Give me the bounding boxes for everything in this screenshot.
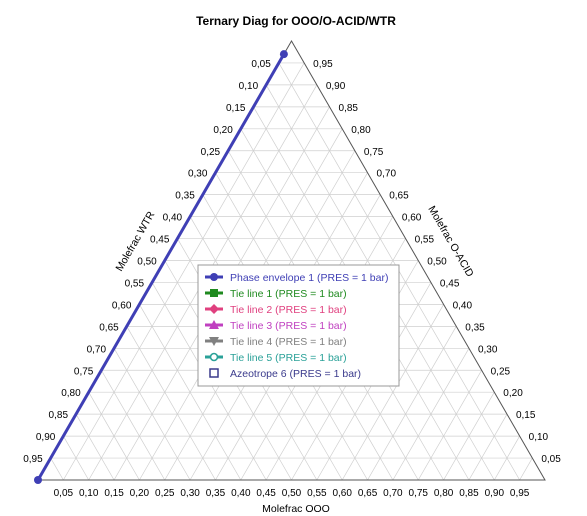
grid-line-wtr bbox=[101, 370, 166, 481]
grid-line-wtr bbox=[126, 326, 216, 481]
grid-line-ooo bbox=[367, 326, 457, 481]
legend-entry: Tie line 2 (PRES = 1 bar) bbox=[230, 304, 347, 316]
right-tick-label: 0,65 bbox=[389, 191, 409, 202]
bottom-tick-label: 0,35 bbox=[206, 488, 226, 499]
right-tick-label: 0,15 bbox=[516, 410, 536, 421]
legend-marker bbox=[210, 273, 218, 281]
chart-title: Ternary Diag for OOO/O-ACID/WTR bbox=[196, 14, 396, 28]
left-tick-label: 0,65 bbox=[99, 322, 119, 333]
right-tick-label: 0,45 bbox=[440, 278, 460, 289]
left-tick-label: 0,20 bbox=[213, 125, 233, 136]
left-tick-label: 0,95 bbox=[23, 454, 43, 465]
grid-line-wtr bbox=[63, 435, 90, 481]
right-tick-label: 0,25 bbox=[491, 366, 511, 377]
right-tick-label: 0,80 bbox=[351, 125, 371, 136]
grid-line-wtr bbox=[50, 457, 64, 481]
left-tick-label: 0,75 bbox=[74, 366, 94, 377]
bottom-tick-label: 0,60 bbox=[332, 488, 352, 499]
bottom-tick-label: 0,30 bbox=[180, 488, 200, 499]
bottom-tick-label: 0,25 bbox=[155, 488, 175, 499]
bottom-tick-label: 0,95 bbox=[510, 488, 530, 499]
legend-box bbox=[197, 264, 400, 387]
bottom-tick-label: 0,55 bbox=[307, 488, 327, 499]
left-tick-label: 0,10 bbox=[239, 81, 259, 92]
left-tick-label: 0,90 bbox=[36, 432, 56, 443]
left-tick-label: 0,40 bbox=[163, 213, 183, 224]
legend-entry: Azeotrope 6 (PRES = 1 bar) bbox=[230, 368, 361, 380]
right-tick-label: 0,75 bbox=[364, 147, 384, 158]
legend-marker bbox=[209, 368, 219, 378]
right-tick-label: 0,95 bbox=[313, 59, 333, 70]
bottom-tick-label: 0,45 bbox=[256, 488, 276, 499]
left-tick-label: 0,30 bbox=[188, 169, 208, 180]
bottom-tick-label: 0,65 bbox=[358, 488, 378, 499]
left-tick-label: 0,05 bbox=[251, 59, 271, 70]
series-point bbox=[279, 50, 288, 59]
right-tick-label: 0,85 bbox=[339, 103, 359, 114]
series-line bbox=[36, 53, 286, 481]
legend-marker bbox=[209, 352, 219, 362]
right-tick-label: 0,90 bbox=[326, 81, 346, 92]
left-tick-label: 0,85 bbox=[49, 410, 69, 421]
grid-line-ooo bbox=[443, 392, 495, 481]
left-tick-label: 0,60 bbox=[112, 300, 132, 311]
bottom-axis-label: Molefrac OOO bbox=[262, 503, 330, 515]
left-tick-label: 0,80 bbox=[61, 388, 81, 399]
grid-line-ooo bbox=[341, 304, 444, 481]
left-tick-label: 0,55 bbox=[125, 278, 145, 289]
grid-line-ooo bbox=[493, 435, 520, 481]
left-tick-label: 0,35 bbox=[175, 191, 195, 202]
bottom-tick-label: 0,80 bbox=[434, 488, 454, 499]
legend-marker bbox=[210, 289, 218, 297]
legend-marker bbox=[209, 304, 219, 314]
tick-layer: 0,05 0,10 0,15 0,20 0,25 0,30 0,35 0,40 0,45 0,50… bbox=[23, 59, 561, 499]
left-tick-label: 0,70 bbox=[87, 344, 107, 355]
grid-line-wtr bbox=[139, 304, 242, 481]
grid-line-ooo bbox=[392, 348, 470, 481]
right-tick-label: 0,60 bbox=[402, 213, 422, 224]
right-tick-label: 0,70 bbox=[377, 169, 397, 180]
right-tick-label: 0,40 bbox=[453, 300, 473, 311]
grid-line-wtr bbox=[88, 392, 140, 481]
legend-marker bbox=[209, 337, 219, 346]
grid-line-ooo bbox=[417, 370, 482, 481]
bottom-tick-label: 0,85 bbox=[459, 488, 479, 499]
left-tick-label: 0,15 bbox=[226, 103, 246, 114]
left-tick-label: 0,50 bbox=[137, 257, 157, 268]
bottom-tick-label: 0,70 bbox=[383, 488, 403, 499]
grid-line-ooo bbox=[519, 457, 533, 481]
bottom-tick-label: 0,20 bbox=[130, 488, 150, 499]
right-tick-label: 0,55 bbox=[415, 235, 435, 246]
legend: Phase envelope 1 (PRES = 1 bar) Tie line … bbox=[197, 264, 400, 387]
right-tick-label: 0,35 bbox=[465, 322, 485, 333]
legend-entry: Tie line 3 (PRES = 1 bar) bbox=[230, 320, 347, 332]
right-tick-label: 0,05 bbox=[541, 454, 561, 465]
series-point bbox=[34, 476, 42, 484]
bottom-tick-label: 0,75 bbox=[409, 488, 429, 499]
legend-entry: Tie line 1 (PRES = 1 bar) bbox=[230, 288, 347, 300]
grid-line-wtr bbox=[75, 413, 115, 481]
right-tick-label: 0,10 bbox=[529, 432, 549, 443]
right-tick-label: 0,50 bbox=[427, 257, 447, 268]
grid-line-wtr bbox=[113, 348, 191, 481]
legend-entry: Tie line 5 (PRES = 1 bar) bbox=[230, 352, 347, 364]
bottom-tick-label: 0,15 bbox=[104, 488, 124, 499]
grid-line-ooo bbox=[63, 62, 305, 481]
series-layer bbox=[34, 50, 288, 484]
left-tick-label: 0,25 bbox=[201, 147, 221, 158]
legend-entry: Tie line 4 (PRES = 1 bar) bbox=[230, 336, 347, 348]
bottom-tick-label: 0,05 bbox=[54, 488, 74, 499]
right-tick-label: 0,20 bbox=[503, 388, 523, 399]
bottom-tick-label: 0,10 bbox=[79, 488, 99, 499]
bottom-tick-label: 0,40 bbox=[231, 488, 251, 499]
right-tick-label: 0,30 bbox=[478, 344, 498, 355]
bottom-tick-label: 0,50 bbox=[282, 488, 302, 499]
bottom-tick-label: 0,90 bbox=[485, 488, 505, 499]
grid-line-ooo bbox=[468, 413, 508, 481]
legend-entry: Phase envelope 1 (PRES = 1 bar) bbox=[230, 272, 388, 284]
legend-marker bbox=[209, 320, 219, 329]
left-tick-label: 0,45 bbox=[150, 235, 170, 246]
